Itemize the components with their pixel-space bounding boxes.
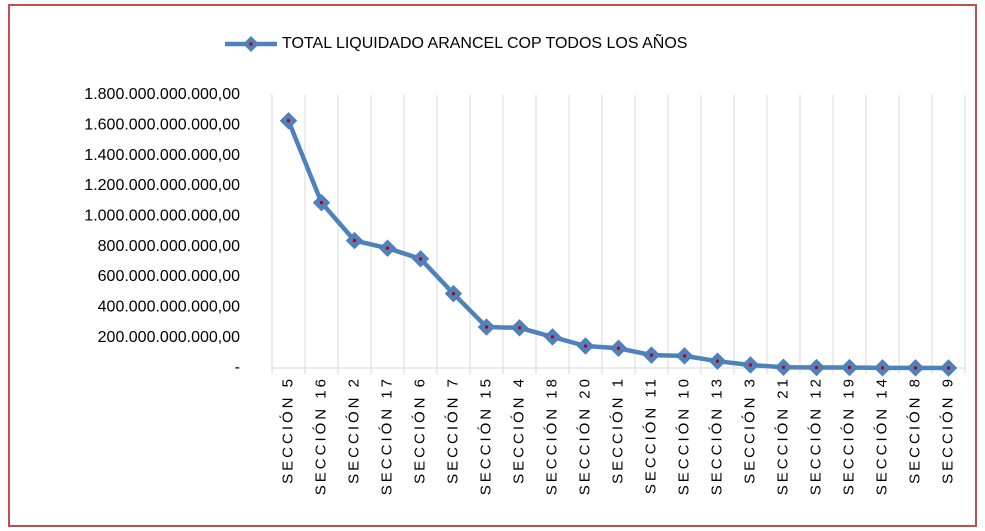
marker-center: [518, 326, 521, 330]
y-tick-label: 400.000.000.000,00: [98, 299, 240, 316]
data-point: [609, 339, 628, 357]
marker-center: [947, 366, 950, 370]
marker-center: [320, 201, 323, 205]
x-tick-label: SECCIÓN 9: [939, 376, 956, 484]
marker-center: [584, 344, 587, 348]
marker-center: [848, 366, 851, 370]
data-point: [279, 112, 298, 130]
data-point: [906, 359, 925, 377]
marker-center: [650, 353, 653, 357]
data-point: [345, 231, 364, 250]
data-point: [708, 352, 727, 370]
legend-label: TOTAL LIQUIDADO ARANCEL COP TODOS LOS AÑ…: [282, 32, 687, 52]
marker-center: [287, 119, 290, 123]
x-tick-label: SECCIÓN 6: [411, 376, 428, 484]
marker-center: [782, 365, 785, 369]
y-tick-label: 1.000.000.000.000,00: [84, 208, 240, 225]
y-tick-label: 200.000.000.000,00: [98, 329, 240, 346]
y-tick-label: 600.000.000.000,00: [98, 268, 240, 285]
data-point: [543, 328, 562, 346]
data-point: [576, 337, 595, 355]
x-tick-label: SECCIÓN 13: [708, 376, 725, 495]
data-point: [510, 319, 529, 337]
x-tick-label: SECCIÓN 8: [906, 376, 923, 484]
marker-center: [452, 292, 455, 296]
x-tick-label: SECCIÓN 3: [741, 376, 758, 484]
y-tick-label: 1.600.000.000.000,00: [84, 117, 240, 134]
x-tick-label: SECCIÓN 21: [774, 376, 791, 495]
marker-center: [353, 239, 356, 243]
x-tick-label: SECCIÓN 14: [873, 376, 890, 495]
y-tick-label: 1.400.000.000.000,00: [84, 147, 240, 164]
y-tick-label: -: [235, 359, 240, 376]
y-tick-label: 1.200.000.000.000,00: [84, 177, 240, 194]
x-tick-label: SECCIÓN 16: [312, 376, 329, 495]
data-point: [675, 347, 694, 365]
x-tick-label: SECCIÓN 18: [543, 376, 560, 495]
marker-center: [485, 325, 488, 329]
x-tick-label: SECCIÓN 19: [840, 376, 857, 495]
x-tick-label: SECCIÓN 4: [510, 376, 527, 484]
marker-center: [815, 366, 818, 370]
data-point: [807, 358, 826, 377]
marker-center: [683, 354, 686, 358]
x-tick-label: SECCIÓN 11: [642, 376, 659, 494]
data-point: [840, 358, 859, 377]
x-tick-label: SECCIÓN 10: [675, 376, 692, 495]
data-point: [411, 250, 430, 268]
marker-center: [617, 346, 620, 350]
x-tick-label: SECCIÓN 1: [609, 376, 626, 484]
marker-center: [551, 335, 554, 339]
legend-marker-center: [249, 42, 253, 46]
marker-center: [914, 366, 917, 370]
x-tick-label: SECCIÓN 17: [378, 376, 395, 495]
marker-center: [749, 363, 752, 367]
x-tick-label: SECCIÓN 15: [477, 376, 494, 495]
data-point: [642, 346, 661, 364]
marker-center: [419, 257, 422, 261]
x-tick-label: SECCIÓN 12: [807, 376, 824, 495]
x-tick-label: SECCIÓN 7: [444, 376, 461, 484]
data-point: [873, 359, 892, 377]
marker-center: [881, 366, 884, 370]
x-tick-label: SECCIÓN 5: [279, 376, 296, 484]
data-point: [378, 239, 397, 257]
data-point: [312, 193, 331, 212]
data-point: [741, 356, 760, 374]
x-tick-label: SECCIÓN 2: [345, 376, 362, 484]
data-point: [444, 284, 463, 303]
data-point: [939, 359, 958, 377]
y-tick-label: 1.800.000.000.000,00: [84, 86, 240, 103]
data-point: [477, 318, 496, 336]
marker-center: [386, 246, 389, 250]
x-tick-label: SECCIÓN 20: [576, 376, 593, 495]
y-tick-label: 800.000.000.000,00: [98, 238, 240, 255]
chart-frame: [8, 4, 977, 527]
data-point: [774, 358, 793, 376]
marker-center: [716, 359, 719, 363]
